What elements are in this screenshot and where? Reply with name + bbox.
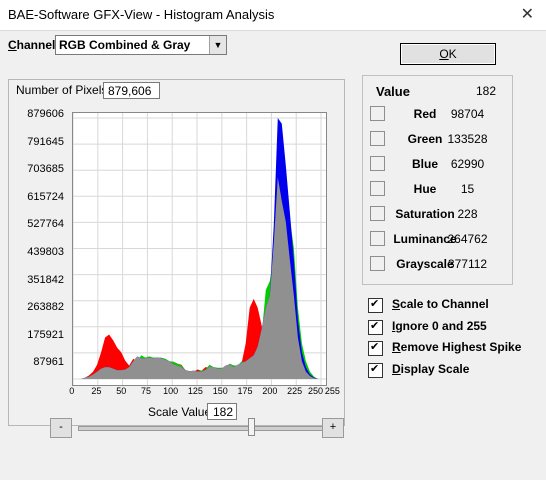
title-bar: BAE-Software GFX-View - Histogram Analys… [0, 0, 546, 31]
value-row-label: Luminance [393, 232, 457, 246]
value-row-value: 62990 [450, 157, 485, 171]
scale-minus-button[interactable]: - [50, 418, 72, 438]
value-row-value: 264762 [447, 232, 488, 246]
scale-value: 182 [213, 405, 234, 419]
x-tick-label: 0 [69, 386, 75, 396]
pixels-value: 879,606 [108, 84, 152, 98]
y-tick-label: 439803 [27, 246, 64, 258]
x-tick-label: 200 [262, 386, 278, 396]
histogram-chart [72, 112, 327, 386]
values-title: Value [376, 84, 410, 99]
value-row-label: Saturation [395, 207, 455, 221]
option-checkbox[interactable] [368, 319, 383, 335]
y-tick-label: 879606 [27, 108, 64, 120]
channel-value: RGB Combined & Gray [59, 38, 191, 52]
y-tick-label: 791645 [27, 135, 64, 148]
value-row-label: Blue [411, 157, 438, 171]
histogram-series-3 [73, 177, 326, 379]
values-current: 182 [476, 84, 497, 98]
checkbox-luminance[interactable] [370, 231, 385, 246]
scale-slider-thumb[interactable] [248, 418, 256, 436]
value-row-label: Grayscale [396, 257, 454, 271]
value-row-value: 228 [457, 207, 478, 221]
pixels-field: 879,606 [103, 82, 160, 99]
checkbox-green[interactable] [370, 131, 385, 146]
value-row-label: Green [407, 132, 443, 146]
y-tick-label: 263882 [27, 301, 64, 314]
value-row-value: 15 [460, 182, 475, 196]
value-row-value: 377112 [447, 257, 488, 271]
scale-slider-track[interactable] [78, 426, 326, 431]
y-tick-label: 527764 [27, 218, 64, 231]
channel-label: Channel [8, 38, 56, 52]
x-tick-label: 175 [237, 386, 253, 396]
scale-plus-button[interactable]: + [322, 418, 344, 438]
x-tick-label: 25 [91, 386, 102, 396]
option-label[interactable]: Remove Highest Spike [392, 340, 522, 354]
x-tick-label: 250 [307, 386, 323, 396]
checkbox-grayscale[interactable] [370, 256, 385, 271]
x-tick-label: 100 [163, 386, 179, 396]
option-checkbox[interactable] [368, 297, 383, 313]
checkbox-red[interactable] [370, 106, 385, 121]
value-row-value: 133528 [447, 132, 488, 146]
value-row-value: 98704 [450, 107, 485, 121]
option-label[interactable]: Display Scale [392, 361, 470, 376]
checkbox-blue[interactable] [370, 156, 385, 171]
option-checkbox[interactable] [368, 340, 383, 356]
x-tick-label: 75 [141, 386, 152, 396]
channel-select[interactable]: RGB Combined & Gray ▼ [55, 35, 227, 55]
values-panel [362, 75, 513, 285]
y-tick-label: 351842 [27, 273, 64, 286]
ok-button[interactable]: OK [400, 43, 496, 65]
option-label[interactable]: Ignore 0 and 255 [392, 318, 487, 333]
checkbox-hue[interactable] [370, 181, 385, 196]
window-title: BAE-Software GFX-View - Histogram Analys… [8, 7, 275, 22]
option-checkbox[interactable] [368, 362, 383, 378]
option-label[interactable]: Scale to Channel [392, 297, 489, 311]
x-tick-label: 50 [116, 386, 127, 396]
checkbox-saturation[interactable] [370, 206, 385, 221]
pixels-label: Number of Pixels: [16, 83, 111, 97]
y-tick-label: 615724 [27, 190, 64, 203]
scale-value-field[interactable]: 182 [207, 403, 237, 420]
x-tick-label: 225 [287, 386, 303, 396]
y-tick-label: 87961 [33, 356, 64, 369]
x-tick-label: 255 [324, 386, 340, 396]
close-icon[interactable]: ✕ [520, 6, 534, 23]
chevron-down-icon[interactable]: ▼ [209, 36, 226, 54]
histogram-svg [73, 113, 326, 385]
value-row-label: Red [413, 107, 437, 121]
value-row-label: Hue [413, 182, 437, 196]
y-tick-label: 703685 [27, 163, 64, 176]
x-tick-label: 150 [212, 386, 228, 396]
y-tick-label: 175921 [27, 328, 64, 341]
x-tick-label: 125 [187, 386, 203, 396]
scale-value-label: Scale Value: [148, 405, 215, 419]
histogram-group [8, 79, 345, 426]
